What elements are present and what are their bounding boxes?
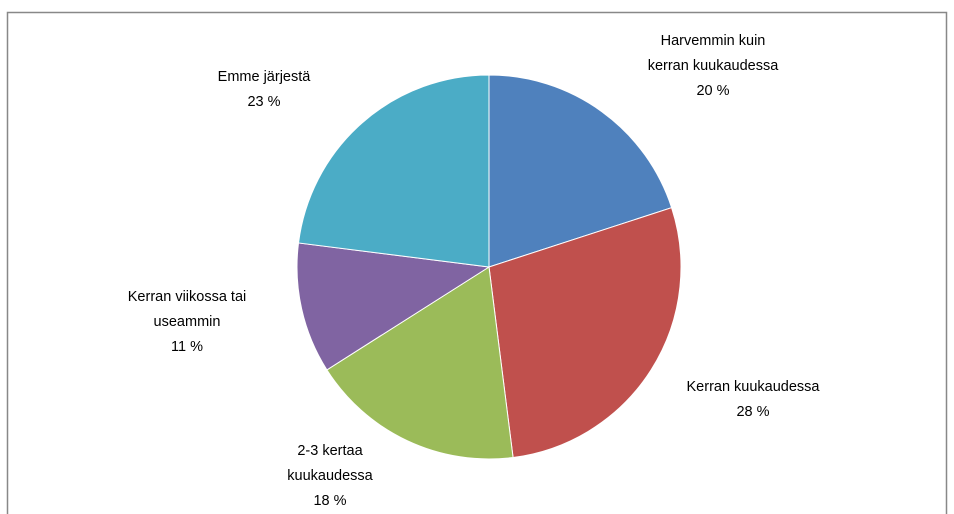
category-label: Emme järjestä — [217, 69, 311, 85]
pie-slice — [326, 266, 514, 460]
chart-border — [6, 11, 948, 514]
value-label: 18 % — [313, 493, 347, 509]
category-label: Kerran kuukaudessa — [686, 379, 820, 395]
category-label: Kerran viikossa tai useammin — [127, 289, 247, 330]
value-label: 11 % — [171, 339, 203, 355]
slice-label: Harvemmin kuin kerran kuukaudessa 20 % — [643, 29, 783, 104]
slice-label: 2-3 kertaa kuukaudessa 18 % — [280, 439, 380, 514]
pie — [296, 74, 682, 460]
slice-label: Emme järjestä 23 % — [184, 65, 344, 115]
value-label: 28 % — [736, 404, 770, 420]
category-label: Harvemmin kuin kerran kuukaudessa — [647, 33, 779, 74]
value-label: 20 % — [696, 83, 730, 99]
pie-slice — [488, 207, 682, 459]
pie-slice — [297, 74, 490, 268]
slice-label: Kerran kuukaudessa 28 % — [653, 375, 853, 425]
slice-label: Kerran viikossa tai useammin 11 % — [117, 285, 257, 360]
pie-slice — [296, 242, 491, 371]
pie-slice — [488, 74, 673, 268]
value-label: 23 % — [247, 94, 281, 110]
category-label: 2-3 kertaa kuukaudessa — [287, 443, 373, 484]
